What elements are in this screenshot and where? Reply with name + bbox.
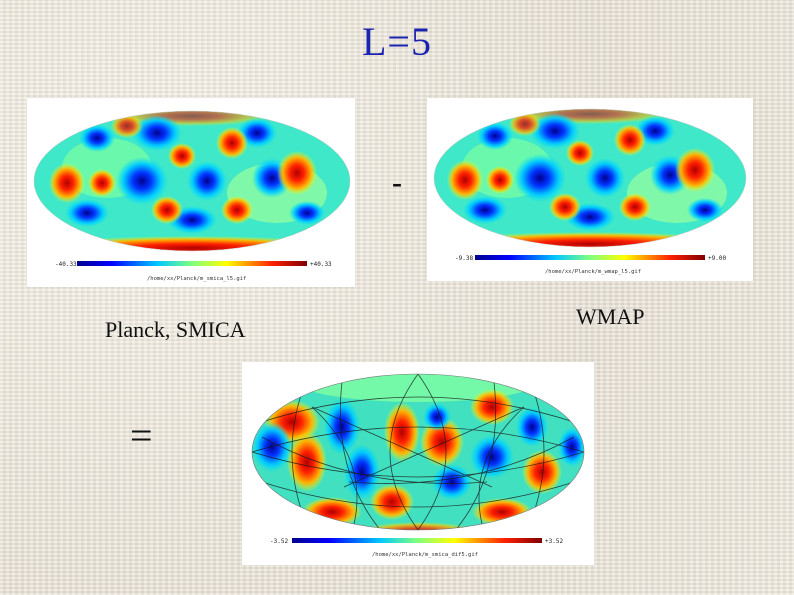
wmap-colorbar [475, 255, 705, 260]
wmap-mollweide-map [433, 108, 747, 260]
planck-colorbar-max: +40.33 [310, 261, 332, 268]
difference-colorbar [292, 538, 542, 543]
difference-filename: /home/xx/Planck/m_smica_dif5.gif [372, 552, 478, 558]
wmap-filename: /home/xx/Planck/m_wmap_l5.gif [545, 269, 642, 275]
difference-colorbar-min: -3.52 [270, 538, 289, 545]
planck-smica-label: Planck, SMICA [105, 317, 246, 342]
planck-smica-mollweide-map [33, 110, 351, 266]
planck-colorbar [77, 261, 307, 266]
slide-title: L=5 [362, 19, 432, 64]
difference-map-panel: -3.52 +3.52 /home/xx/Planck/m_smica_dif5… [242, 362, 594, 565]
wmap-map-panel: -9.38 +9.00 /home/xx/Planck/m_wmap_l5.gi… [427, 98, 753, 281]
equals-operator: = [130, 413, 153, 458]
difference-mollweide-map [251, 373, 585, 543]
minus-operator: - [392, 166, 402, 199]
wmap-colorbar-max: +9.00 [708, 255, 727, 262]
wmap-colorbar-min: -9.38 [455, 255, 474, 262]
wmap-label: WMAP [576, 304, 645, 329]
difference-colorbar-max: +3.52 [545, 538, 564, 545]
planck-smica-map-panel: -40.33 +40.33 /home/xx/Planck/m_smica_l5… [27, 98, 355, 287]
planck-colorbar-min: -40.33 [55, 261, 77, 268]
planck-filename: /home/xx/Planck/m_smica_l5.gif [147, 276, 247, 282]
